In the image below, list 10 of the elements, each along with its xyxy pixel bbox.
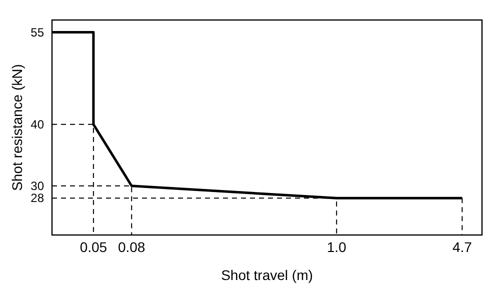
x-tick-label: 1.0 — [326, 239, 347, 255]
x-tick-label: 0.08 — [118, 239, 146, 255]
x-tick-label: 4.7 — [452, 239, 472, 255]
y-tick-label: 55 — [30, 25, 44, 40]
x-axis-title: Shot travel (m) — [221, 267, 313, 283]
y-axis-title: Shot resistance (kN) — [9, 64, 25, 191]
x-tick-label: 0.05 — [80, 239, 108, 255]
y-tick-label: 30 — [30, 178, 44, 193]
y-tick-label: 28 — [30, 191, 44, 206]
y-tick-label: 40 — [30, 117, 44, 132]
